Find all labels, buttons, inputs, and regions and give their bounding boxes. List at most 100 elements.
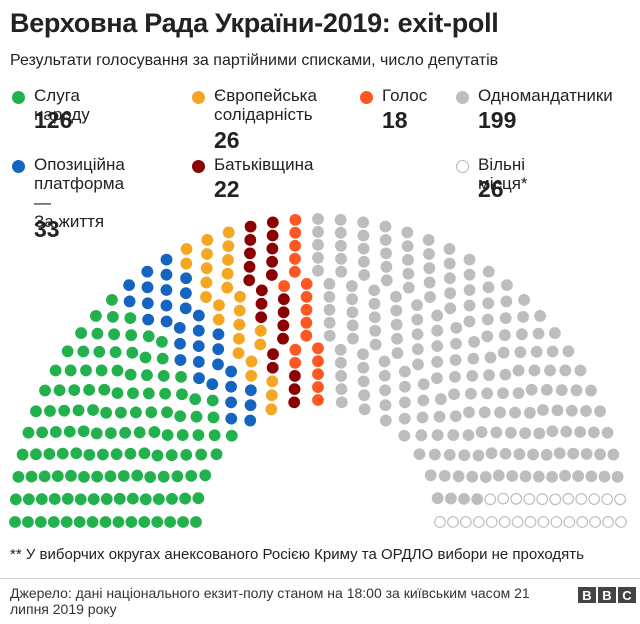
seat-dot	[244, 414, 257, 427]
seat-dot	[180, 448, 193, 461]
seat-dot	[368, 284, 381, 297]
seat-dot	[207, 411, 220, 424]
seat-dot	[449, 370, 461, 383]
seat-dot	[549, 493, 562, 506]
seat-dot	[225, 396, 237, 409]
seat-dot	[277, 306, 290, 319]
seat-dot	[245, 369, 258, 382]
seat-dot	[49, 426, 62, 438]
seat-dot	[289, 356, 302, 369]
seat-dot	[133, 426, 146, 439]
seat-dot	[277, 332, 289, 345]
seat-dot	[201, 248, 213, 260]
seat-dot	[300, 329, 313, 342]
seat-dot	[225, 429, 238, 442]
seat-dot	[312, 381, 324, 393]
seat-dot	[548, 327, 561, 339]
seat-dot	[151, 516, 164, 528]
seat-dot	[601, 493, 614, 506]
seat-dot	[492, 469, 505, 482]
seat-dot	[443, 257, 456, 270]
seat-dot	[417, 394, 430, 407]
seat-dot	[431, 492, 444, 505]
seat-dot	[255, 284, 268, 297]
seat-dot	[44, 405, 56, 417]
seat-dot	[402, 253, 414, 266]
seat-dot	[90, 427, 103, 440]
seat-dot	[78, 470, 90, 483]
seat-dot	[559, 364, 572, 377]
seat-dot	[254, 338, 267, 351]
seat-dot	[47, 516, 60, 528]
seat-dot	[152, 493, 165, 506]
legend-label: Слуга народу	[34, 86, 90, 124]
seat-dot	[546, 425, 559, 438]
seat-dot	[358, 403, 371, 416]
seat-dot	[482, 281, 495, 294]
seat-dot	[161, 429, 174, 442]
seat-dot	[450, 321, 463, 334]
seat-dot	[399, 396, 411, 409]
seat-dot	[180, 272, 192, 285]
seat-dot	[83, 383, 96, 396]
seat-dot	[225, 380, 237, 393]
legend-swatch	[456, 91, 469, 104]
seat-dot	[300, 316, 313, 329]
seat-dot	[379, 384, 392, 397]
seat-dot	[497, 492, 510, 505]
seat-dot	[98, 383, 111, 396]
seat-dot	[312, 251, 324, 264]
seat-dot	[30, 448, 42, 461]
seat-dot	[550, 516, 563, 528]
seat-dot	[277, 293, 290, 306]
seat-dot	[179, 492, 192, 505]
seat-dot	[36, 426, 49, 439]
seat-dot	[530, 345, 543, 358]
legend-label: Голос	[382, 86, 428, 105]
legend-value: 26	[478, 176, 504, 202]
seat-dot	[179, 287, 192, 300]
seat-dot	[399, 380, 411, 393]
seat-dot	[200, 276, 213, 289]
seat-dot	[379, 414, 392, 427]
seat-dot	[123, 295, 136, 308]
seat-dot	[468, 335, 480, 348]
seat-dot	[444, 302, 457, 315]
seat-dot	[398, 412, 411, 425]
seat-dot	[233, 332, 245, 345]
seat-dot	[312, 394, 324, 406]
seat-dot	[300, 278, 313, 290]
seat-dot	[156, 352, 169, 365]
seat-dot	[335, 396, 348, 409]
seat-dot	[255, 297, 268, 310]
seat-dot	[559, 469, 571, 482]
bbc-logo: B B C	[578, 587, 636, 603]
seat-dot	[428, 448, 441, 461]
seat-dot	[546, 345, 559, 358]
seat-dot	[482, 297, 495, 310]
seat-dot	[141, 281, 154, 294]
seat-dot	[510, 492, 523, 505]
seat-dot	[459, 516, 472, 528]
hemicycle-chart	[9, 213, 627, 528]
seat-dot	[323, 329, 336, 342]
seat-dot	[532, 470, 545, 483]
seat-dot	[560, 425, 573, 438]
seat-dot	[212, 358, 224, 371]
seat-dot	[463, 284, 476, 296]
seat-dot	[452, 470, 465, 483]
legend-value: 33	[34, 216, 60, 242]
seat-dot	[289, 226, 302, 239]
seat-dot	[572, 470, 585, 483]
seat-dot	[108, 328, 120, 341]
seat-dot	[100, 406, 113, 419]
seat-dot	[401, 226, 414, 239]
seat-dot	[222, 253, 234, 266]
seat-dot	[466, 369, 479, 382]
seat-dot	[434, 516, 446, 528]
seat-dot	[379, 399, 392, 412]
legend-label: Одномандатники	[478, 86, 613, 105]
seat-dot	[142, 313, 155, 326]
seat-dot	[611, 470, 624, 483]
seat-dot	[312, 342, 324, 355]
